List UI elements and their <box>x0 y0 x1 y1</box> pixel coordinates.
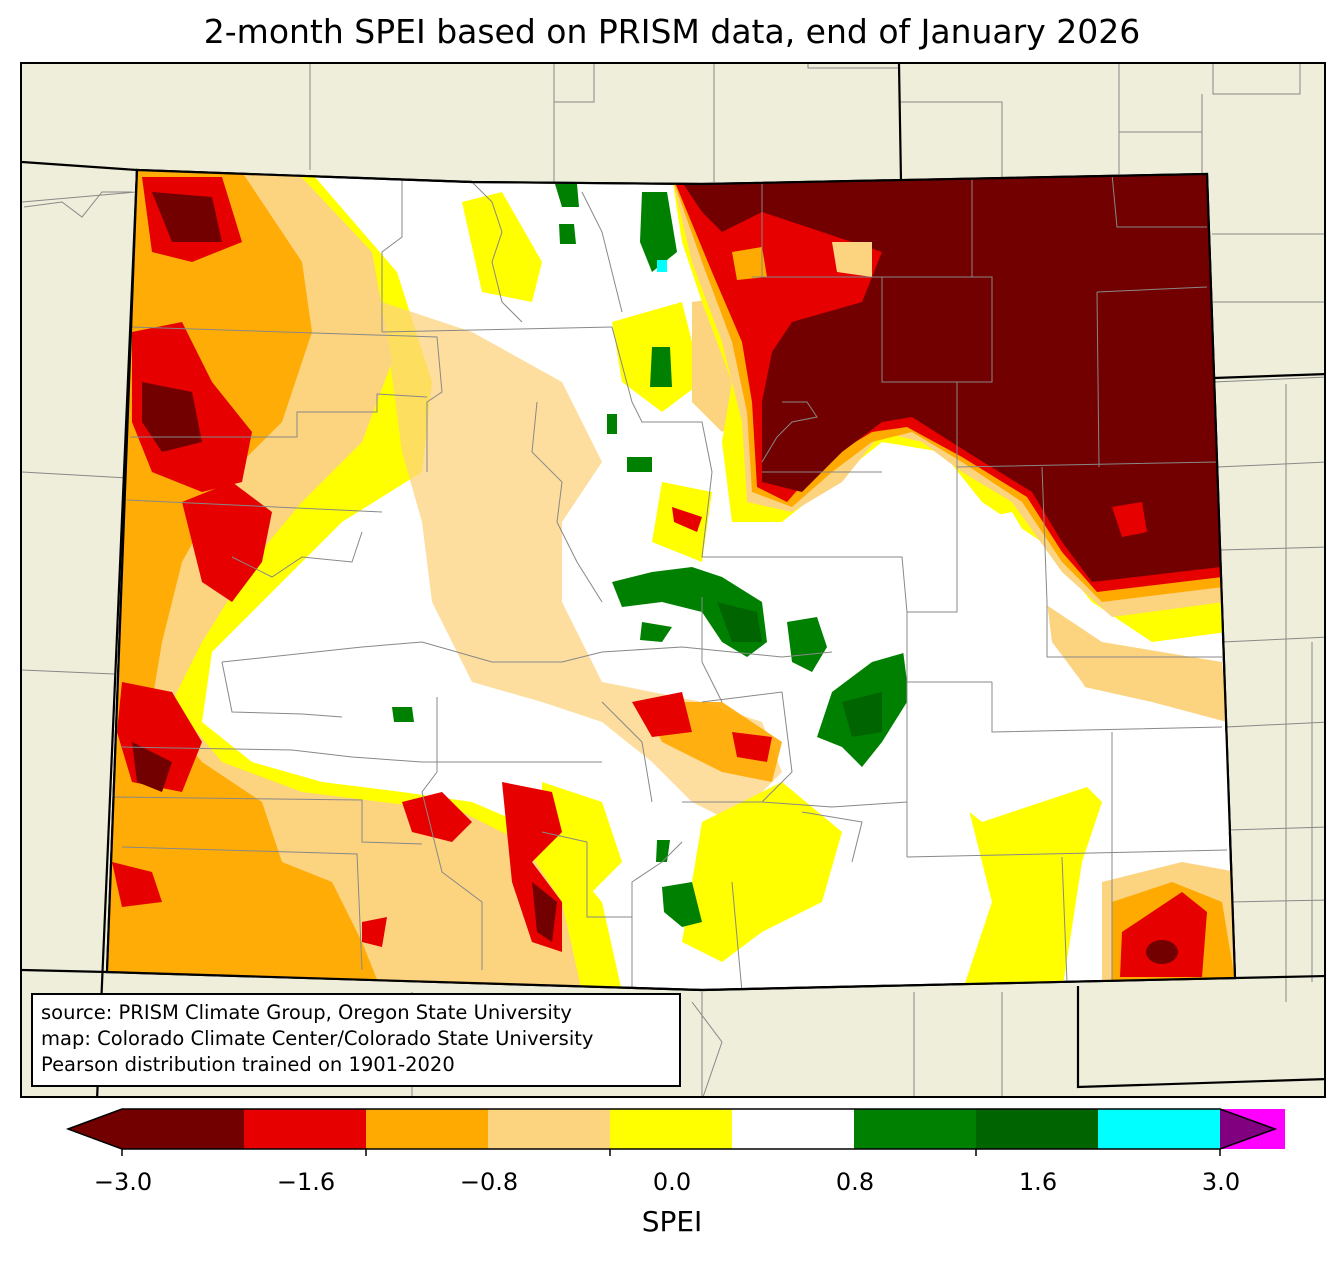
map-canvas <box>22 64 1324 1096</box>
colorbar-label: SPEI <box>641 1205 703 1238</box>
colorbar-segment <box>854 1109 977 1149</box>
colorbar-tick-label: 0.0 <box>652 1168 692 1196</box>
county-lines <box>111 173 1228 990</box>
colorbar-segment <box>68 1109 244 1149</box>
colorbar-tick-label: −3.0 <box>93 1168 153 1196</box>
colorbar <box>65 1108 1285 1156</box>
colorbar-tick-label: 3.0 <box>1201 1168 1241 1196</box>
source-legend-box: source: PRISM Climate Group, Oregon Stat… <box>31 993 681 1087</box>
colorbar-tick-label: −1.6 <box>276 1168 336 1196</box>
spei-contours <box>107 170 1235 990</box>
map-title: 2-month SPEI based on PRISM data, end of… <box>203 12 1141 51</box>
colorado-outline <box>105 168 1237 992</box>
spei-map <box>20 62 1326 1098</box>
colorbar-tick-label: −0.8 <box>459 1168 519 1196</box>
colorbar-segment <box>488 1109 611 1149</box>
source-line-2: map: Colorado Climate Center/Colorado St… <box>41 1027 594 1050</box>
colorbar-segment <box>244 1109 367 1149</box>
colorbar-segment <box>1098 1109 1221 1149</box>
colorbar-segment <box>366 1109 489 1149</box>
source-line-3: Pearson distribution trained on 1901-202… <box>41 1053 455 1076</box>
colorbar-segment <box>732 1109 855 1149</box>
colorbar-tick-label: 1.6 <box>1018 1168 1058 1196</box>
colorbar-segment <box>1220 1109 1285 1149</box>
neighbor-county-lines <box>22 64 1324 1096</box>
colorbar-tick-label: 0.8 <box>835 1168 875 1196</box>
colorbar-segment <box>610 1109 733 1149</box>
colorbar-segment <box>976 1109 1099 1149</box>
source-line-1: source: PRISM Climate Group, Oregon Stat… <box>41 1001 572 1024</box>
